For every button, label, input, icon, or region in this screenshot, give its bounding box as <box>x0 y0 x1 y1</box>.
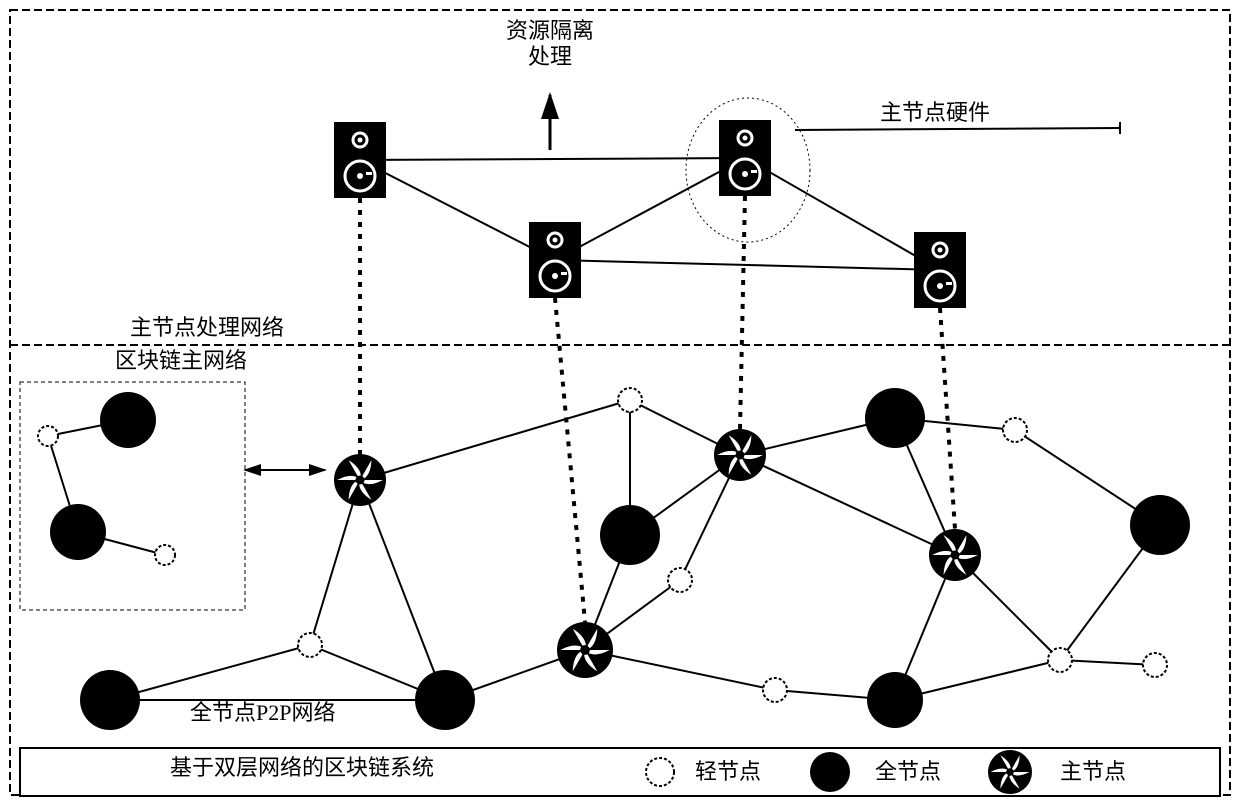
vertical-link <box>555 298 585 622</box>
full-node <box>865 388 925 448</box>
light-node <box>1048 648 1072 672</box>
light-node <box>1003 418 1027 442</box>
light-node <box>38 426 58 446</box>
speaker-edge <box>360 158 745 160</box>
label: 主节点处理网络 <box>130 315 284 340</box>
network-edge <box>1060 660 1155 665</box>
network-edge <box>740 455 955 555</box>
speaker-edge <box>360 160 555 260</box>
network-edge <box>585 650 775 690</box>
master-node <box>557 622 613 678</box>
light-node <box>763 678 787 702</box>
light-node <box>155 545 175 565</box>
hardware-line <box>795 128 1120 130</box>
network-edge <box>110 645 310 700</box>
light-node <box>618 388 642 412</box>
full-node <box>50 504 106 560</box>
legend-label: 主节点 <box>1060 759 1126 784</box>
label: 基于双层网络的区块链系统 <box>170 755 434 780</box>
legend-label: 轻节点 <box>695 759 761 784</box>
speaker-edge <box>745 158 940 270</box>
legend-light-icon <box>646 758 674 786</box>
master-node <box>714 429 766 481</box>
full-node <box>867 672 923 728</box>
speaker-edge <box>555 260 940 270</box>
legend-full-icon <box>810 752 850 792</box>
full-node <box>100 392 156 448</box>
speaker-icon <box>914 232 966 308</box>
light-node <box>298 633 322 657</box>
label: 资源隔离 <box>506 18 594 43</box>
speaker-icon <box>529 222 581 298</box>
speaker-edge <box>555 158 745 260</box>
master-node <box>988 750 1032 794</box>
label: 区块链主网络 <box>115 348 247 373</box>
vertical-link <box>940 308 955 529</box>
label: 主节点硬件 <box>880 100 990 125</box>
master-node <box>929 529 981 581</box>
speaker-icon <box>719 120 771 196</box>
full-node <box>80 670 140 730</box>
legend-label: 全节点 <box>875 759 941 784</box>
label: 处理 <box>528 44 572 69</box>
network-edge <box>360 480 445 700</box>
full-node <box>600 505 660 565</box>
network-edge <box>360 400 630 480</box>
master-node <box>334 454 386 506</box>
light-node <box>668 568 692 592</box>
diagram-svg: 资源隔离处理主节点硬件主节点处理网络区块链主网络全节点P2P网络基于双层网络的区… <box>0 0 1240 805</box>
speaker-icon <box>334 122 386 198</box>
full-node <box>415 670 475 730</box>
label: 全节点P2P网络 <box>190 700 335 725</box>
light-node <box>1143 653 1167 677</box>
vertical-link <box>740 196 745 429</box>
diagram-container: 资源隔离处理主节点硬件主节点处理网络区块链主网络全节点P2P网络基于双层网络的区… <box>0 0 1240 805</box>
full-node <box>1130 495 1190 555</box>
